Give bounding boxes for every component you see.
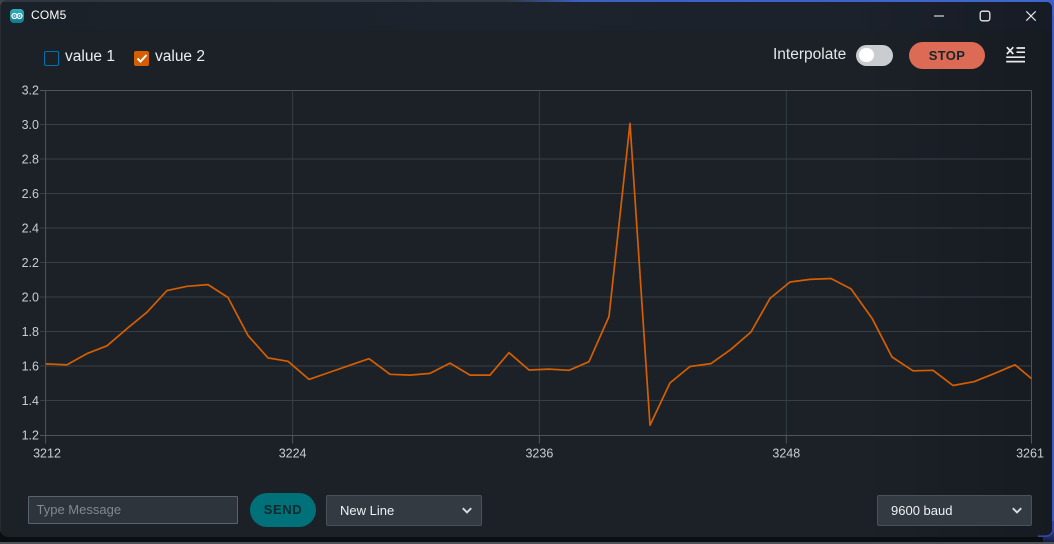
svg-text:3224: 3224 [279,447,307,461]
svg-text:2.8: 2.8 [22,153,39,167]
svg-text:1.4: 1.4 [22,394,39,408]
svg-text:3248: 3248 [772,447,800,461]
svg-text:1.2: 1.2 [22,429,39,443]
svg-text:3261: 3261 [1016,447,1044,461]
svg-text:1.6: 1.6 [22,360,39,374]
svg-text:3212: 3212 [33,447,61,461]
svg-text:1.8: 1.8 [22,325,39,339]
svg-text:3.2: 3.2 [22,84,39,98]
svg-text:2.4: 2.4 [22,222,39,236]
svg-text:3.0: 3.0 [22,118,39,132]
svg-text:2.6: 2.6 [22,187,39,201]
svg-text:2.2: 2.2 [22,256,39,270]
svg-text:3236: 3236 [525,447,553,461]
svg-text:2.0: 2.0 [22,291,39,305]
